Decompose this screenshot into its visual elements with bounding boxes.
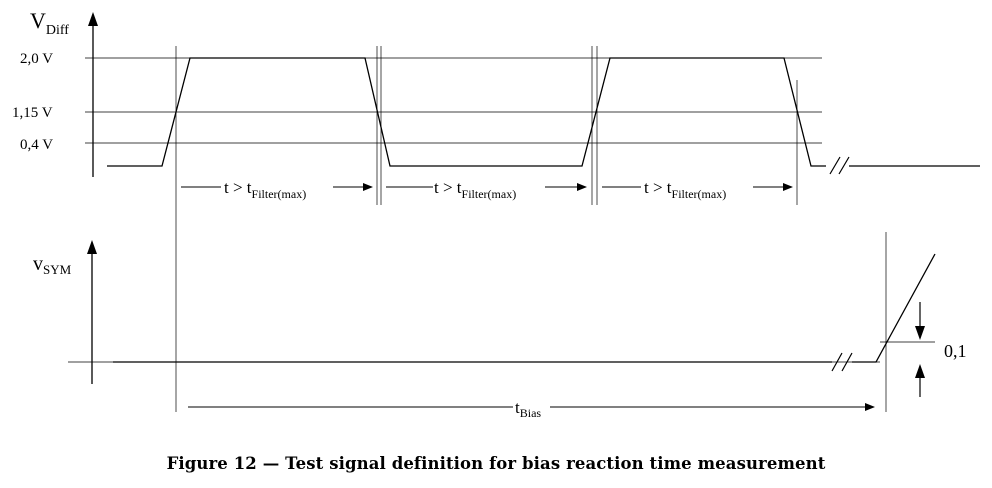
axis-break-top	[829, 156, 850, 175]
crossing-markers	[175, 46, 798, 412]
axis-break-bottom	[831, 352, 853, 372]
vsym-axis	[87, 240, 97, 384]
level-label-2-0: 2,0 V	[20, 51, 53, 67]
filter-interval-3: t > tFilter(max)	[602, 178, 793, 201]
level-gridlines	[85, 57, 822, 144]
level-label-1-15: 1,15 V	[12, 105, 53, 121]
vdiff-axis	[88, 12, 98, 177]
svg-text:t > tFilter(max): t > tFilter(max)	[434, 178, 516, 201]
offset-label: 0,1	[944, 341, 967, 361]
vsym-ramp	[852, 253, 936, 363]
figure-caption: Figure 12 — Test signal definition for b…	[166, 454, 826, 473]
timing-diagram: VDiff 2,0 V 1,15 V 0,4 V t > tFilter(max…	[12, 8, 980, 420]
svg-text:t > tFilter(max): t > tFilter(max)	[224, 178, 306, 201]
offset-dimension	[915, 302, 925, 397]
svg-text:t > tFilter(max): t > tFilter(max)	[644, 178, 726, 201]
filter-interval-2: t > tFilter(max)	[386, 178, 587, 201]
level-label-0-4: 0,4 V	[20, 137, 53, 153]
vsym-axis-label: vSYM	[33, 253, 72, 277]
vdiff-axis-label: VDiff	[30, 8, 69, 38]
t-bias-interval: tBias	[188, 398, 875, 420]
svg-text:tBias: tBias	[515, 398, 541, 420]
filter-interval-1: t > tFilter(max)	[181, 178, 373, 201]
